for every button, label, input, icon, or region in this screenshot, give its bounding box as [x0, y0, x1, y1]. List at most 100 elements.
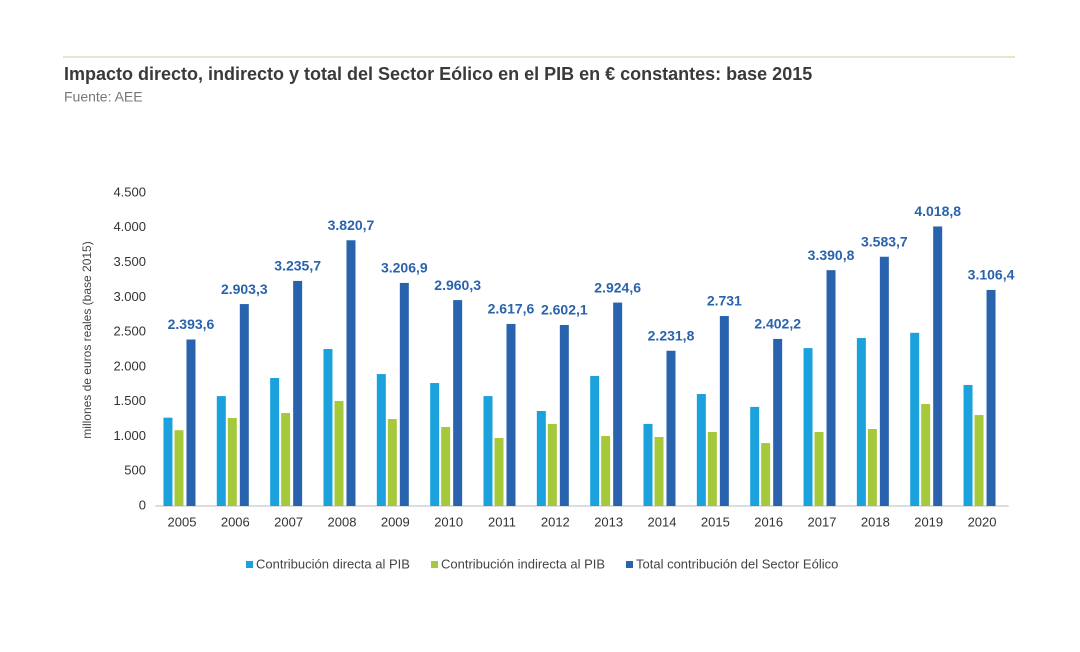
- bar: [559, 325, 569, 506]
- value-label: 2.924,6: [594, 279, 641, 295]
- bar: [856, 338, 866, 506]
- bar: [334, 400, 344, 506]
- bar: [803, 348, 813, 506]
- x-tick-label: 2008: [328, 514, 357, 529]
- bar: [281, 413, 291, 506]
- bar: [654, 437, 664, 506]
- legend-label: Contribución directa al PIB: [256, 556, 410, 571]
- x-tick-label: 2012: [541, 514, 570, 529]
- bar: [933, 226, 943, 506]
- value-label: 2.602,1: [541, 302, 588, 318]
- value-label: 2.402,2: [754, 316, 801, 332]
- x-tick-label: 2007: [274, 514, 303, 529]
- value-label: 2.731: [707, 293, 742, 309]
- x-tick-label: 2006: [221, 514, 250, 529]
- legend-swatch: [626, 561, 633, 568]
- bar: [453, 300, 463, 506]
- bar: [163, 417, 173, 506]
- bar: [696, 394, 706, 506]
- y-tick-label: 4.500: [113, 184, 146, 199]
- bar: [270, 378, 280, 506]
- value-label: 3.390,8: [808, 247, 855, 263]
- bar: [376, 374, 386, 506]
- bar: [867, 429, 877, 506]
- bar: [346, 240, 356, 506]
- y-axis-label: millones de euros reales (base 2015): [80, 241, 94, 438]
- value-label: 3.583,7: [861, 233, 908, 249]
- bar: [293, 280, 303, 506]
- bar: [590, 375, 600, 506]
- legend-label: Total contribución del Sector Eólico: [636, 556, 838, 571]
- bar: [613, 302, 623, 506]
- legend-swatch: [431, 561, 438, 568]
- x-tick-label: 2016: [754, 514, 783, 529]
- bar: [963, 384, 973, 506]
- bar: [227, 418, 237, 506]
- bar: [239, 304, 249, 506]
- value-label: 2.231,8: [648, 327, 695, 343]
- x-tick-label: 2014: [648, 514, 677, 529]
- bar: [216, 396, 226, 506]
- bar: [750, 406, 760, 506]
- x-tick-label: 2009: [381, 514, 410, 529]
- y-tick-label: 2.000: [113, 358, 146, 373]
- x-tick-label: 2005: [168, 514, 197, 529]
- x-tick-label: 2010: [434, 514, 463, 529]
- value-label: 2.393,6: [168, 316, 215, 332]
- value-label: 3.206,9: [381, 260, 428, 276]
- y-tick-label: 2.500: [113, 324, 146, 339]
- bar: [974, 415, 984, 506]
- bar: [483, 396, 493, 506]
- bar: [506, 323, 516, 506]
- bar: [879, 256, 889, 506]
- bar: [174, 430, 184, 506]
- bar: [707, 431, 717, 506]
- bar: [186, 339, 196, 506]
- value-label: 2.960,3: [434, 277, 481, 293]
- bar: [536, 410, 546, 506]
- bar: [910, 332, 920, 506]
- value-label: 2.903,3: [221, 281, 268, 297]
- x-tick-label: 2015: [701, 514, 730, 529]
- bar: [643, 423, 653, 506]
- value-label: 4.018,8: [914, 203, 961, 219]
- y-tick-label: 3.500: [113, 254, 146, 269]
- bar: [814, 431, 824, 506]
- y-tick-label: 0: [139, 497, 146, 512]
- value-label: 3.820,7: [328, 217, 375, 233]
- bar: [666, 350, 676, 506]
- x-tick-label: 2013: [594, 514, 623, 529]
- value-label: 2.617,6: [488, 301, 535, 317]
- bar: [826, 270, 836, 506]
- x-tick-label: 2011: [488, 514, 516, 529]
- bar: [399, 282, 409, 506]
- bar: [921, 404, 931, 506]
- y-tick-label: 1.000: [113, 428, 146, 443]
- y-tick-label: 1.500: [113, 393, 146, 408]
- bar: [441, 426, 451, 506]
- bar: [323, 349, 333, 506]
- bar: [773, 338, 783, 506]
- x-tick-label: 2020: [968, 514, 997, 529]
- value-label: 3.235,7: [274, 258, 321, 274]
- legend-swatch: [246, 561, 253, 568]
- chart-title: Impacto directo, indirecto y total del S…: [64, 64, 812, 84]
- bar: [761, 443, 771, 506]
- bar: [547, 423, 557, 506]
- chart-subtitle: Fuente: AEE: [64, 89, 143, 105]
- bar: [387, 419, 397, 506]
- x-tick-label: 2019: [914, 514, 943, 529]
- bar: [494, 437, 504, 506]
- bar: [719, 316, 729, 506]
- x-tick-label: 2017: [808, 514, 837, 529]
- y-tick-label: 3.000: [113, 289, 146, 304]
- y-tick-label: 500: [124, 463, 146, 478]
- bar: [986, 289, 996, 506]
- y-tick-label: 4.000: [113, 219, 146, 234]
- x-tick-label: 2018: [861, 514, 890, 529]
- bar: [430, 383, 440, 506]
- legend-label: Contribución indirecta al PIB: [441, 556, 605, 571]
- value-label: 3.106,4: [968, 267, 1015, 283]
- bar: [601, 436, 611, 506]
